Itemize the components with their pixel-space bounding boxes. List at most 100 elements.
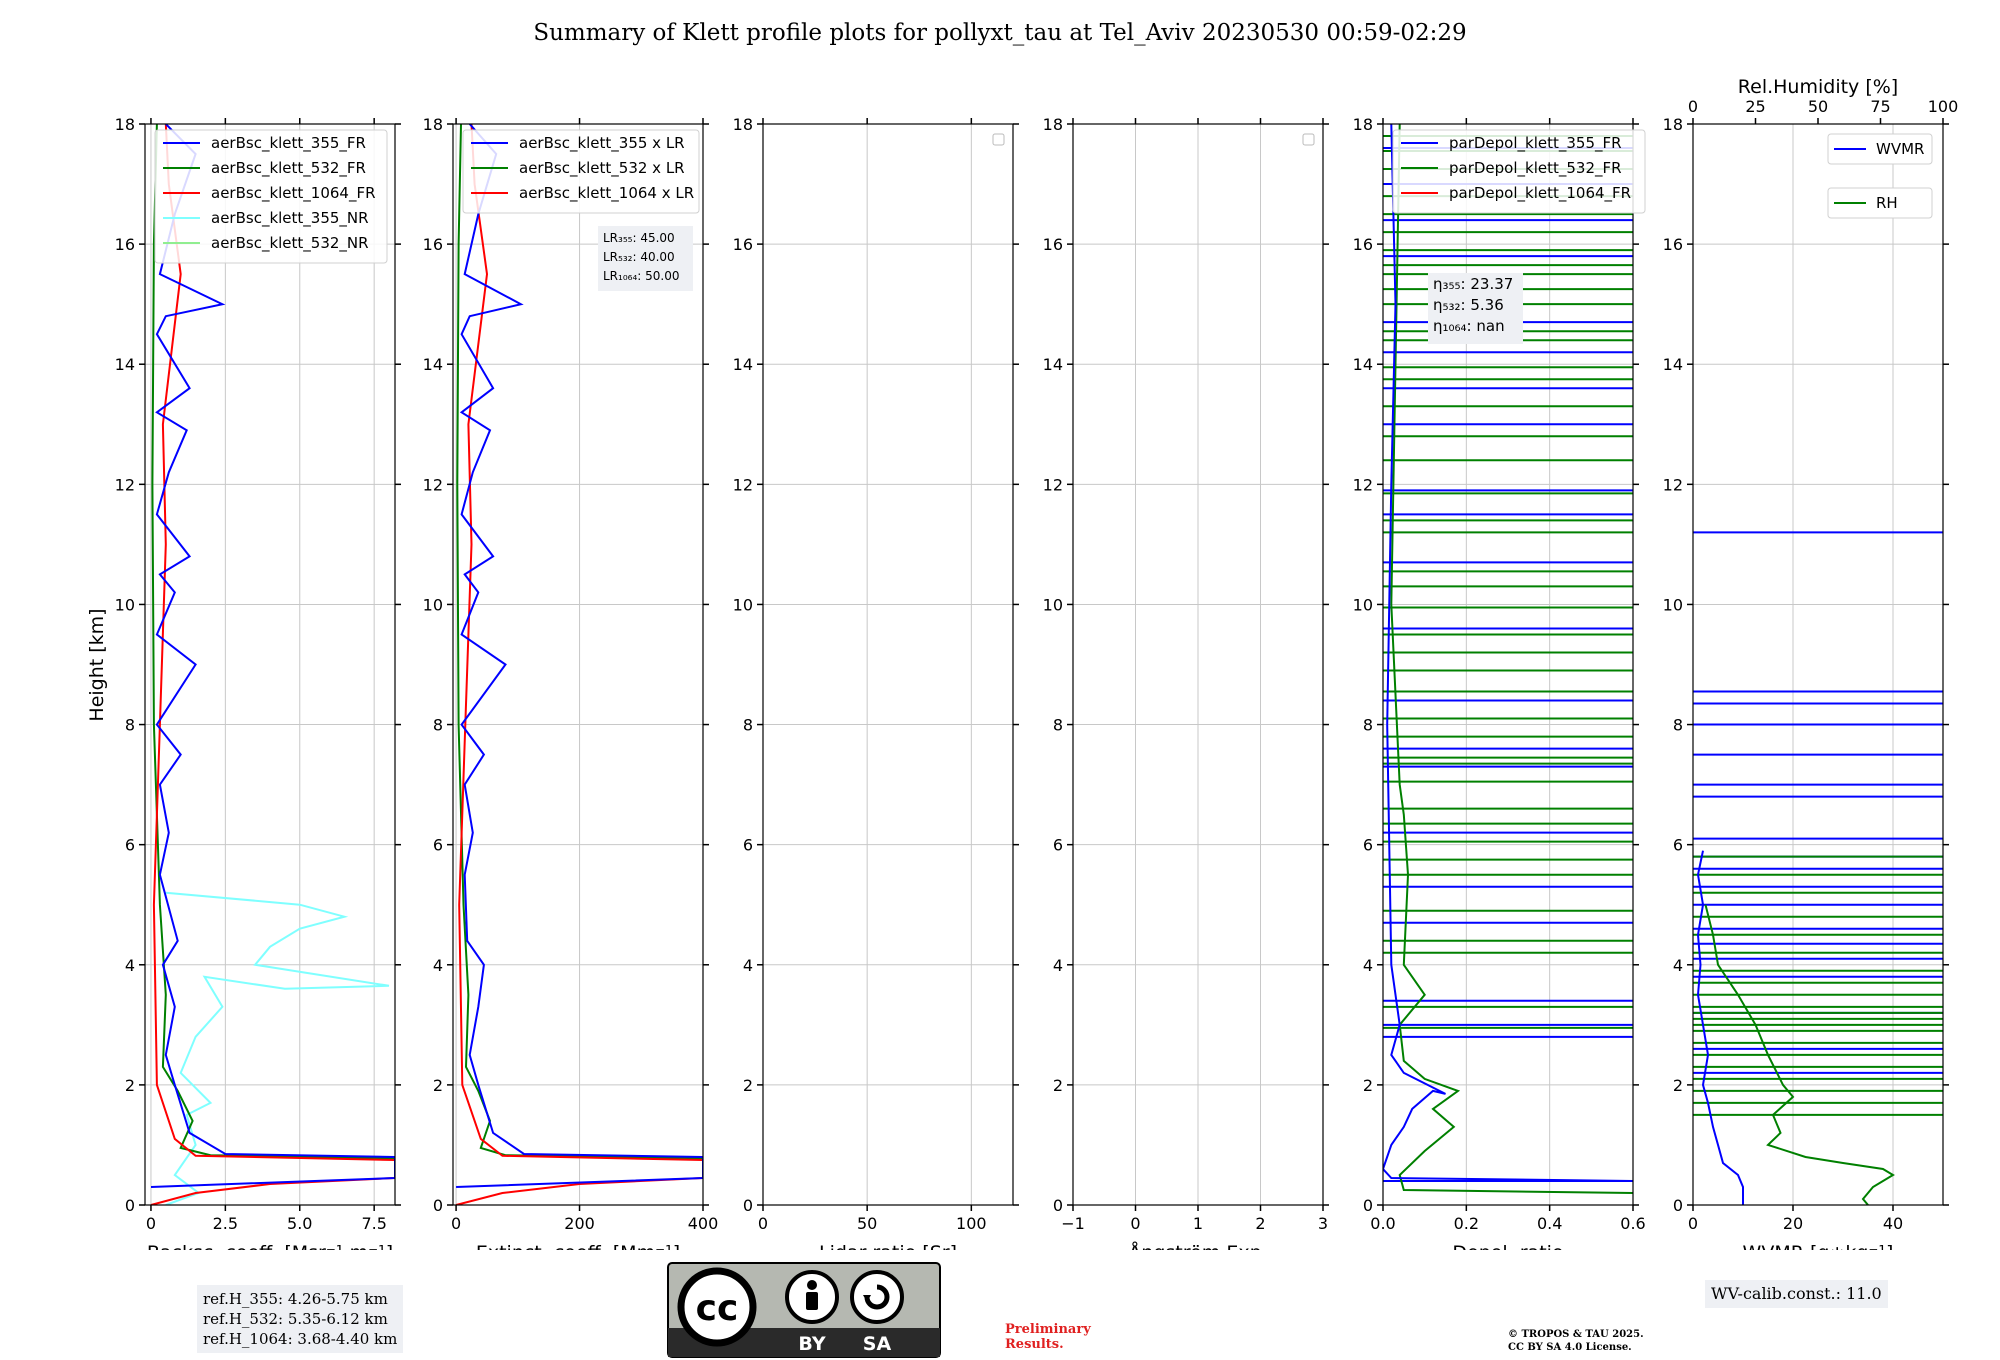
y-tick-label: 12 xyxy=(1043,475,1063,494)
axes-frame xyxy=(452,123,704,1206)
y-tick-label: 4 xyxy=(125,956,135,975)
y-tick-label: 8 xyxy=(125,716,135,735)
y-tick-label: 14 xyxy=(1043,355,1063,374)
y-tick-label: 18 xyxy=(115,115,135,134)
plots-canvas: Height [km]02468101214161802.55.07.5Back… xyxy=(86,76,1959,1250)
copyright-note: © TROPOS & TAU 2025. CC BY SA 4.0 Licens… xyxy=(1508,1328,1644,1354)
y-tick-label: 14 xyxy=(733,355,753,374)
x2-tick-label: 25 xyxy=(1745,97,1765,116)
y-tick-label: 0 xyxy=(433,1196,443,1215)
axes-frame xyxy=(144,123,396,1206)
y-tick-label: 14 xyxy=(423,355,443,374)
y-tick-label: 16 xyxy=(115,235,135,254)
y-tick-label: 18 xyxy=(1043,115,1063,134)
y-tick-label: 2 xyxy=(1053,1076,1063,1095)
y-tick-label: 8 xyxy=(1053,716,1063,735)
panel-5: 0 2 4 6 8 10 12 14 16 18 0.0 0.2 0.4 0.6 Depol. ratio p… xyxy=(1353,115,1646,1250)
legend-box xyxy=(1827,133,1933,165)
x-tick-label: 2.5 xyxy=(213,1214,238,1233)
ref-height-355: ref.H_355: 4.26-5.75 km xyxy=(203,1290,388,1308)
legend-label: aerBsc_klett_355_NR xyxy=(211,209,369,228)
series-line-1 xyxy=(1696,850,1744,1205)
y-tick-label: 12 xyxy=(733,475,753,494)
y-tick-label: 10 xyxy=(1663,595,1683,614)
legend-label: aerBsc_klett_1064_FR xyxy=(211,184,376,203)
x-axis-label: Ångström Exp. xyxy=(1128,1241,1267,1250)
x-tick-label: 1 xyxy=(1193,1214,1203,1233)
panel-6: 0 2 4 6 8 10 12 14 16 18 0 20 40 WVMR [g∗kg⁻¹] 0 25 50 75… xyxy=(1663,76,1959,1250)
x-tick-label: −1 xyxy=(1061,1214,1085,1233)
data-layer xyxy=(455,124,703,1205)
x-tick-label: 20 xyxy=(1783,1214,1803,1233)
y-tick-label: 16 xyxy=(1353,235,1373,254)
x-axis-label: Depol. ratio xyxy=(1452,1242,1563,1250)
x-tick-label: 0 xyxy=(758,1214,768,1233)
y-tick-label: 16 xyxy=(1043,235,1063,254)
note-line: LR₅₃₂: 40.00 xyxy=(603,250,675,264)
copyright-line-2: CC BY SA 4.0 License. xyxy=(1508,1342,1632,1353)
y-tick-label: 12 xyxy=(423,475,443,494)
x-tick-label: 2 xyxy=(1255,1214,1265,1233)
legend-label: aerBsc_klett_355_FR xyxy=(211,134,366,153)
x-tick-label: 7.5 xyxy=(361,1214,386,1233)
y-tick-label: 18 xyxy=(423,115,443,134)
legend-box xyxy=(1827,187,1933,219)
by-text: BY xyxy=(798,1333,825,1355)
y-tick-label: 14 xyxy=(115,355,135,374)
legend-label: RH xyxy=(1876,194,1898,212)
y-tick-label: 12 xyxy=(115,475,135,494)
x-tick-label: 50 xyxy=(857,1214,877,1233)
y-tick-label: 6 xyxy=(743,836,753,855)
y-tick-label: 10 xyxy=(1353,595,1373,614)
legend-label: parDepol_klett_355_FR xyxy=(1449,134,1622,153)
axes-frame xyxy=(1382,123,1634,1206)
y-tick-label: 10 xyxy=(115,595,135,614)
x-tick-label: 0 xyxy=(146,1214,156,1233)
note-line: LR₁₀₆₄: 50.00 xyxy=(603,269,679,283)
y-tick-label: 14 xyxy=(1353,355,1373,374)
copyright-line-1: © TROPOS & TAU 2025. xyxy=(1508,1329,1644,1340)
wv-calib-box: WV-calib.const.: 11.0 xyxy=(1705,1280,1888,1308)
series-line-1 xyxy=(456,124,703,1160)
series-line-3 xyxy=(150,124,395,1205)
y-tick-label: 0 xyxy=(1673,1196,1683,1215)
data-layer xyxy=(1693,531,1943,1205)
y-tick-label: 10 xyxy=(733,595,753,614)
preliminary-line-1: Preliminary xyxy=(1005,1322,1091,1337)
legend-box xyxy=(462,129,700,214)
panel-2: 0 2 4 6 8 10 12 14 16 18 0 200 400 Extinct. coeff. [M… xyxy=(423,115,719,1250)
legend-label: parDepol_klett_1064_FR xyxy=(1449,184,1631,203)
data-layer xyxy=(1383,124,1633,1194)
cc-by-sa-badge: cc BY SA xyxy=(667,1262,941,1358)
y-tick-label: 0 xyxy=(1053,1196,1063,1215)
x-axis-label: Lidar ratio [Sr] xyxy=(819,1242,957,1250)
y-axis-label: Height [km] xyxy=(86,608,108,721)
ref-heights-box: ref.H_355: 4.26-5.75 km ref.H_532: 5.35-… xyxy=(197,1285,404,1353)
legend-label: aerBsc_klett_532 x LR xyxy=(519,159,685,178)
y-tick-label: 10 xyxy=(1043,595,1063,614)
legend-box xyxy=(1392,129,1646,214)
y-tick-label: 8 xyxy=(1673,716,1683,735)
share-alike-icon xyxy=(850,1270,904,1324)
y-tick-label: 6 xyxy=(1363,836,1373,855)
y-tick-label: 18 xyxy=(1663,115,1683,134)
series-line-2 xyxy=(151,124,395,1160)
x-tick-label: 0 xyxy=(1688,1214,1698,1233)
y-tick-label: 8 xyxy=(743,716,753,735)
y-tick-label: 16 xyxy=(733,235,753,254)
sa-text: SA xyxy=(863,1333,892,1355)
y-tick-label: 0 xyxy=(1363,1196,1373,1215)
series-line-2 xyxy=(1383,124,1633,1182)
y-tick-label: 10 xyxy=(423,595,443,614)
y-tick-label: 18 xyxy=(1353,115,1373,134)
x-tick-label: 0 xyxy=(1130,1214,1140,1233)
y-tick-label: 2 xyxy=(1363,1076,1373,1095)
y-tick-label: 2 xyxy=(125,1076,135,1095)
x-tick-label: 0.2 xyxy=(1454,1214,1479,1233)
preliminary-line-2: Results. xyxy=(1005,1337,1064,1352)
panel-3: 0 2 4 6 8 10 12 14 16 18 0 50 100 Lidar ratio [Sr] xyxy=(733,115,1019,1250)
x2-tick-label: 75 xyxy=(1870,97,1890,116)
legend-label: aerBsc_klett_532_FR xyxy=(211,159,366,178)
y-tick-label: 6 xyxy=(1673,836,1683,855)
